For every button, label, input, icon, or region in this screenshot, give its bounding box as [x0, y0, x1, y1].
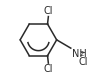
Text: Cl: Cl	[44, 6, 53, 16]
Text: 2: 2	[80, 51, 84, 57]
Text: NH: NH	[72, 49, 87, 59]
Text: Cl: Cl	[78, 57, 88, 67]
Text: Cl: Cl	[44, 64, 53, 74]
